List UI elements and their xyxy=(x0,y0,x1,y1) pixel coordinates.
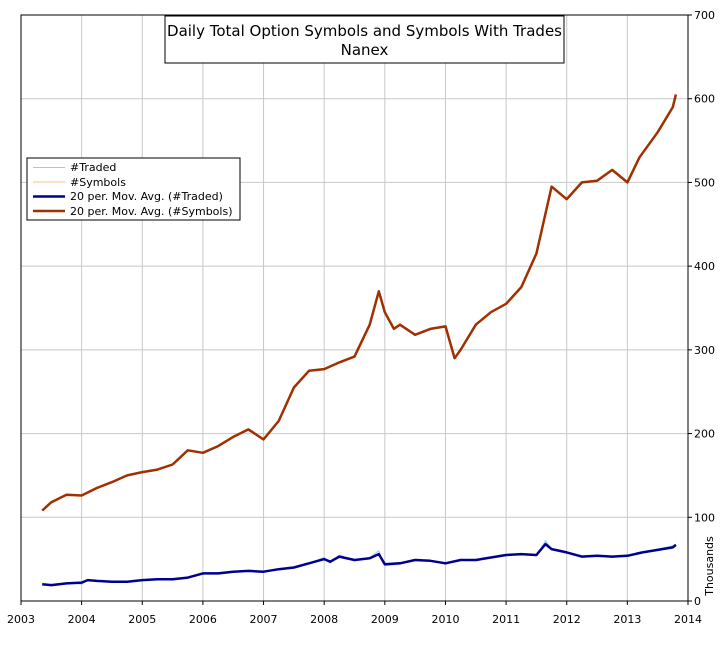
legend: #Traded #Symbols 20 per. Mov. Avg. (#Tra… xyxy=(26,157,241,221)
chart-title: Daily Total Option Symbols and Symbols W… xyxy=(167,22,562,40)
series-lines xyxy=(41,94,678,587)
y-tick-label: 0 xyxy=(694,595,701,608)
x-tick-label: 2008 xyxy=(310,613,338,626)
x-tick-label: 2011 xyxy=(492,613,520,626)
legend-label-traded-ma: 20 per. Mov. Avg. (#Traded) xyxy=(70,190,223,203)
x-tick-label: 2005 xyxy=(128,613,156,626)
grid-lines xyxy=(21,15,688,601)
x-tick-label: 2009 xyxy=(371,613,399,626)
y-tick-label: 200 xyxy=(694,428,715,441)
x-tick-label: 2014 xyxy=(674,613,702,626)
x-tick-label: 2012 xyxy=(553,613,581,626)
x-tick-label: 2013 xyxy=(613,613,641,626)
y-tick-label: 400 xyxy=(694,260,715,273)
y-tick-label: 500 xyxy=(694,176,715,189)
series-traded xyxy=(42,540,677,587)
x-tick-label: 2004 xyxy=(68,613,96,626)
y-tick-label: 700 xyxy=(694,9,715,22)
y-tick-label: 100 xyxy=(694,511,715,524)
x-tick-label: 2003 xyxy=(7,613,35,626)
series-symbols xyxy=(41,94,677,511)
x-tick-label: 2007 xyxy=(250,613,278,626)
title-frame xyxy=(164,15,565,64)
chart-title-box: Daily Total Option Symbols and Symbols W… xyxy=(164,15,565,64)
y-axis-label: Thousands xyxy=(703,536,716,597)
legend-label-traded: #Traded xyxy=(70,161,116,174)
legend-frame xyxy=(26,157,241,221)
x-tick-label: 2010 xyxy=(431,613,459,626)
x-axis-ticks: 2003 2004 2005 2006 2007 2008 2009 2010 2011 2012… xyxy=(7,601,702,626)
y-tick-label: 300 xyxy=(694,344,715,357)
series-symbols-ma xyxy=(41,94,678,512)
plot-frame xyxy=(20,14,689,602)
y-tick-label: 600 xyxy=(694,93,715,106)
x-tick-label: 2006 xyxy=(189,613,217,626)
series-traded-ma xyxy=(42,542,677,587)
legend-label-symbols: #Symbols xyxy=(70,176,126,189)
legend-label-symbols-ma: 20 per. Mov. Avg. (#Symbols) xyxy=(70,205,233,218)
chart-subtitle: Nanex xyxy=(341,41,389,59)
y-axis-ticks: 0 100 200 300 400 500 600 700 xyxy=(688,9,715,608)
